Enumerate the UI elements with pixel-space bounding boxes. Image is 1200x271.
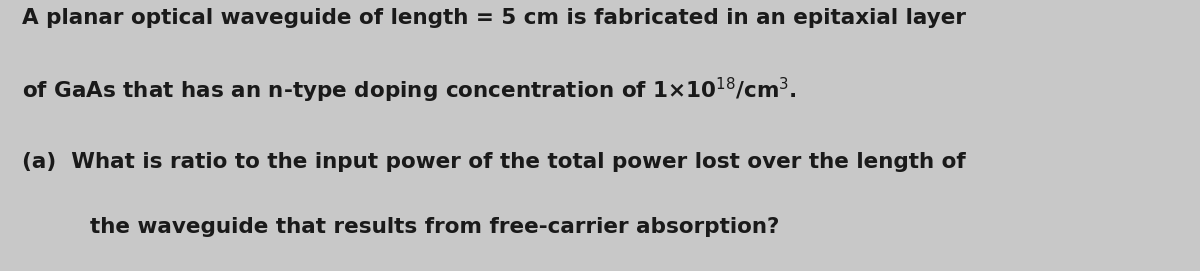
Text: A planar optical waveguide of length = 5 cm is fabricated in an epitaxial layer: A planar optical waveguide of length = 5…	[22, 8, 966, 28]
Text: (a)  What is ratio to the input power of the total power lost over the length of: (a) What is ratio to the input power of …	[22, 152, 965, 172]
Text: the waveguide that results from free-carrier absorption?: the waveguide that results from free-car…	[90, 217, 779, 237]
Text: of GaAs that has an n-type doping concentration of 1×10$^{18}$/cm$^3$.: of GaAs that has an n-type doping concen…	[22, 76, 797, 105]
